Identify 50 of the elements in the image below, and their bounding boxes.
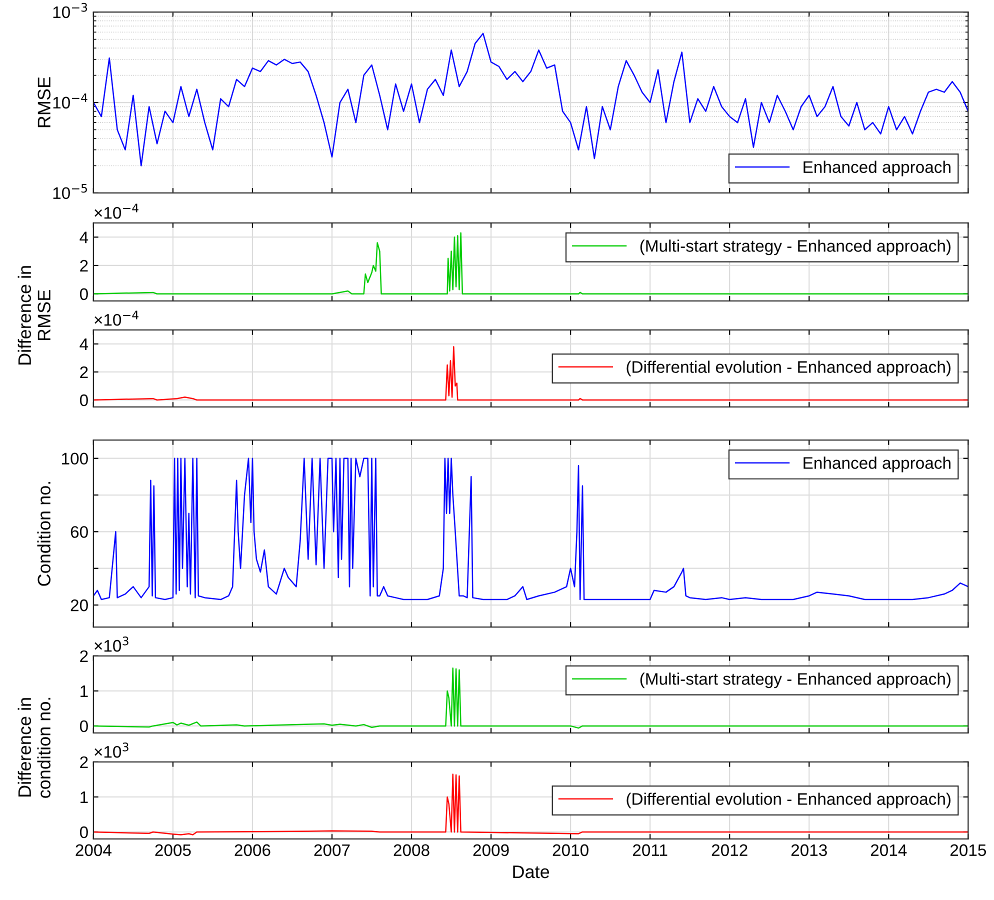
y-tick-label: 0 [80,826,88,838]
y-tick-label: 2 [80,650,88,662]
y-axis-title: Condition no. [37,482,51,586]
y-tick-label: 2 [80,756,88,768]
x-tick-label: 2011 [632,844,668,856]
y-tick-label: 2 [80,366,88,378]
x-tick-label: 2014 [870,844,907,856]
y-tick-label: 1 [80,792,88,803]
x-tick-label: 2015 [950,844,986,856]
legend-label: Enhanced approach [804,456,950,472]
text: ×10$^{3}$ [94,742,128,758]
legend-label: (Multi-start strategy - Enhanced approach) [640,240,950,256]
x-tick-label: 2005 [155,844,191,856]
legend-label: Enhanced approach [804,160,950,176]
text: ×10$^{3}$ [94,636,128,652]
text: ×10$^{−4}$ [94,310,138,326]
y-tick-label: 10$^{−5}$ [53,184,87,200]
x-tick-label: 2007 [314,844,350,856]
line-series [93,774,968,836]
y-tick-label: 10$^{−4}$ [53,94,88,109]
y-axis-title: Difference in RMSE [18,266,51,364]
y-tick-label: 0 [80,288,88,300]
x-axis-title: Date [513,866,550,878]
y-tick-label: 60 [70,526,88,538]
line-series [93,668,968,729]
x-tick-label: 2006 [234,844,270,856]
line-series [93,346,968,401]
y-tick-label: 10$^{−3}$ [53,2,88,18]
y-tick-label: 0 [80,394,88,406]
x-tick-label: 2008 [394,844,430,856]
y-axis-title: RMSE [38,77,51,128]
legend-label: (Differential evolution - Enhanced approach) [626,360,950,376]
legend-label: (Multi-start strategy - Enhanced approach) [640,672,950,688]
line-series [93,232,968,294]
x-tick-label: 2004 [76,844,112,856]
legend-label: (Differential evolution - Enhanced approach) [626,792,950,808]
y-axis-title: Difference in condition no. [18,698,51,798]
y-tick-label: 100 [62,452,88,465]
x-tick-label: 2010 [552,844,588,856]
x-tick-label: 2009 [473,844,509,856]
y-tick-label: 1 [80,686,88,697]
y-tick-label: 2 [80,260,88,272]
y-tick-label: 0 [80,720,88,732]
y-tick-label: 4 [80,232,88,244]
text: ×10$^{−4}$ [94,204,138,219]
x-tick-label: 2013 [791,844,827,856]
y-tick-label: 20 [70,599,88,612]
x-tick-label: 2012 [712,844,748,856]
line-series [93,458,968,600]
y-tick-label: 4 [80,338,88,350]
